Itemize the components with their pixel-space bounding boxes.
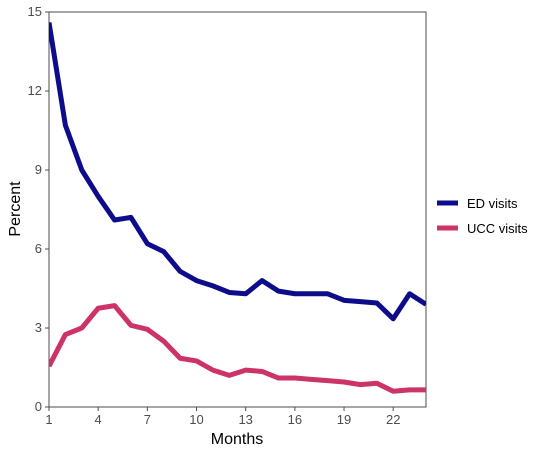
series-line-ucc-visits <box>49 303 426 394</box>
x-axis: 1 4 7 10 13 16 19 22 <box>45 407 400 427</box>
series-line-ed-visits <box>49 22 426 322</box>
x-tick-label: 13 <box>238 412 252 427</box>
y-axis-title: Percent <box>7 181 24 237</box>
x-tick-label: 16 <box>288 412 302 427</box>
plot-panel <box>48 11 427 408</box>
x-tick-label: 7 <box>144 412 151 427</box>
x-tick-label: 19 <box>337 412 351 427</box>
y-axis: 0 3 6 9 12 15 <box>28 4 49 414</box>
y-tick-label: 6 <box>35 241 42 256</box>
x-tick-label: 4 <box>95 412 102 427</box>
y-tick-label: 12 <box>28 83 42 98</box>
legend: ED visits UCC visits <box>437 196 528 236</box>
x-tick-label: 10 <box>189 412 203 427</box>
y-tick-label: 15 <box>28 4 42 19</box>
series-lines <box>49 22 426 394</box>
y-tick-label: 0 <box>35 399 42 414</box>
y-tick-label: 9 <box>35 162 42 177</box>
x-tick-label: 22 <box>386 412 400 427</box>
x-axis-title: Months <box>211 431 263 448</box>
y-tick-label: 3 <box>35 320 42 335</box>
legend-label: UCC visits <box>467 221 528 236</box>
legend-label: ED visits <box>467 196 518 211</box>
x-tick-label: 1 <box>45 412 52 427</box>
